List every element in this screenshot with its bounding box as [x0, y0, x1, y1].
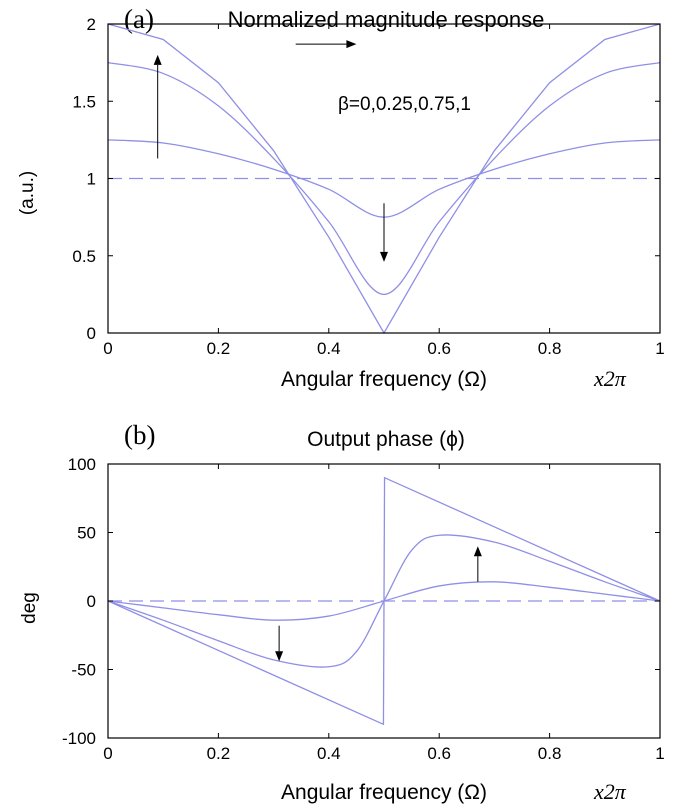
panel-b-series-beta-1	[107, 476, 661, 726]
panel-b-label: (b)	[124, 420, 155, 450]
panel-b-x-tick-label: 1	[655, 744, 664, 763]
panel-b-y-axis-label: deg	[19, 592, 40, 624]
panel-a-x-tick-label: 0	[103, 339, 112, 358]
panel-a-x-tick-label: 0.8	[538, 339, 562, 358]
panel-a-y-tick-label: 1	[87, 170, 96, 189]
panel-a: (a) Normalized magnitude response (a.u.)…	[17, 4, 665, 391]
panel-a-arrow	[295, 40, 357, 49]
panel-b-y-tick-label: -100	[62, 729, 96, 748]
panel-b-x-tick-label: 0.4	[317, 744, 341, 763]
panel-a-arrow	[153, 54, 162, 159]
panel-b-x-tick-label: 0	[103, 744, 112, 763]
panel-b-x-unit: x2π	[593, 779, 627, 804]
panel-a-label: (a)	[124, 4, 154, 34]
panel-b-arrow	[473, 546, 482, 582]
panel-b-y-tick-label: 100	[68, 455, 96, 474]
panel-a-x-unit: x2π	[593, 366, 627, 391]
panel-a-y-tick-label: 0	[87, 324, 96, 343]
panel-a-y-tick-label: 0.5	[72, 247, 96, 266]
panel-b-y-tick-label: -50	[71, 661, 96, 680]
panel-b: (b) Output phase (ϕ) deg Angular frequen…	[19, 420, 665, 804]
panel-a-x-tick-label: 1	[655, 339, 664, 358]
panel-a-arrow	[380, 203, 388, 262]
panel-a-series-beta-0_75	[107, 61, 661, 296]
panel-a-beta-annotation: β=0,0.25,0.75,1	[338, 94, 471, 115]
panel-a-plot-area: 0 0.2 0.4 0.6 0.8 1 0 0.5 1 1.5 2	[72, 15, 664, 358]
panel-a-x-axis-label: Angular frequency (Ω)	[281, 368, 487, 391]
panel-a-x-tick-label: 0.4	[317, 339, 341, 358]
panel-a-x-tick-label: 0.6	[427, 339, 451, 358]
panel-b-title: Output phase (ϕ)	[307, 428, 465, 451]
panel-b-x-tick-label: 0.6	[427, 744, 451, 763]
panel-b-y-tick-label: 0	[87, 592, 96, 611]
panel-b-x-tick-label: 0.2	[207, 744, 231, 763]
panel-a-y-axis-label: (a.u.)	[17, 171, 38, 215]
panel-a-x-tick-label: 0.2	[207, 339, 231, 358]
panel-b-x-axis-label: Angular frequency (Ω)	[281, 781, 487, 804]
panel-b-arrow	[275, 625, 284, 662]
panel-a-title: Normalized magnitude response	[228, 7, 545, 32]
panel-b-y-tick-label: 50	[77, 524, 96, 543]
panel-b-plot-area: 0 0.2 0.4 0.6 0.8 1 -100 -50 0 50 100	[62, 455, 665, 763]
panel-a-y-tick-label: 2	[87, 15, 96, 34]
panel-a-y-tick-label: 1.5	[72, 92, 96, 111]
panel-b-x-tick-label: 0.8	[538, 744, 562, 763]
